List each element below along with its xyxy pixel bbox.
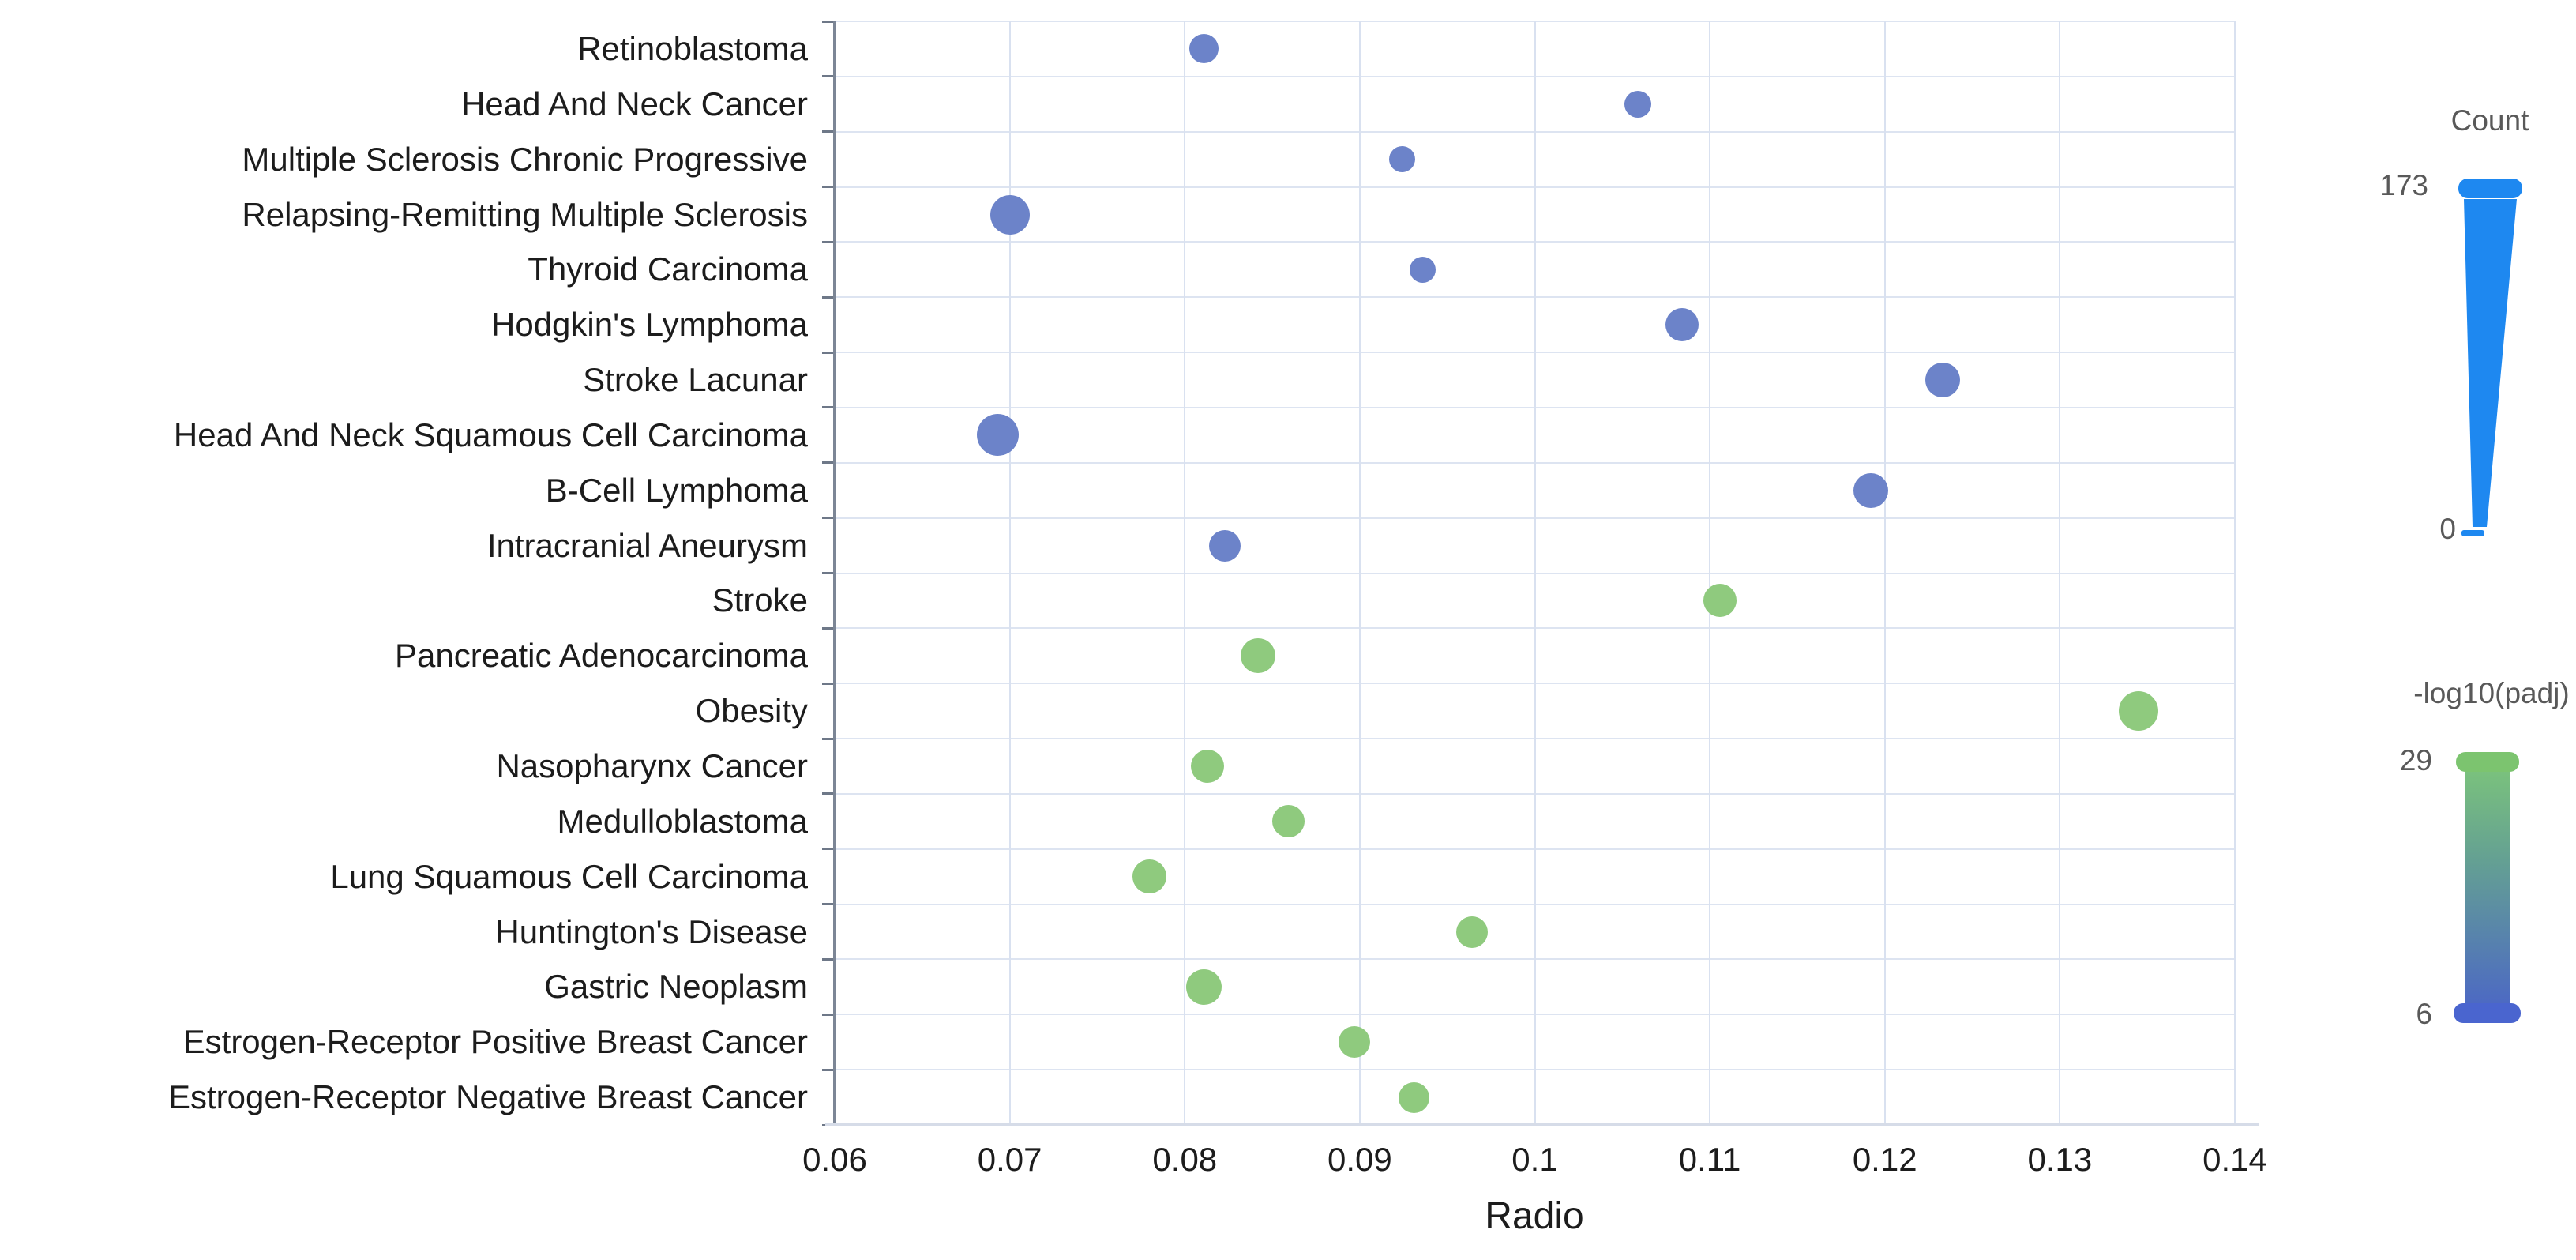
y-axis-tick	[822, 130, 833, 134]
vertical-gridline	[1184, 21, 1186, 1125]
plot-right-border	[2234, 21, 2236, 1125]
vertical-gridline	[1534, 21, 1536, 1125]
vertical-gridline	[1883, 21, 1886, 1125]
y-category-label: B-Cell Lymphoma	[545, 471, 808, 509]
y-category-label: Pancreatic Adenocarcinoma	[395, 637, 808, 675]
data-point	[1410, 256, 1436, 283]
y-axis-tick	[822, 75, 833, 78]
data-point	[1209, 529, 1241, 562]
padj-colorbar	[2465, 763, 2510, 1008]
data-point	[1388, 146, 1415, 173]
y-axis-tick	[822, 572, 833, 574]
y-axis-line	[833, 21, 836, 1125]
y-axis-tick	[822, 1068, 833, 1071]
y-category-label: Gastric Neoplasm	[544, 968, 808, 1006]
data-point	[1399, 1081, 1430, 1113]
x-tick-label: 0.14	[2202, 1141, 2267, 1178]
x-tick-label: 0.06	[802, 1141, 867, 1178]
y-category-label: Retinoblastoma	[577, 29, 808, 67]
x-tick-label: 0.07	[977, 1141, 1042, 1178]
x-tick-label: 0.1	[1511, 1141, 1558, 1178]
data-point	[1186, 969, 1222, 1005]
y-axis-tick	[822, 186, 833, 188]
data-point	[1241, 638, 1276, 674]
x-tick-label: 0.12	[1852, 1141, 1917, 1178]
y-category-label: Lung Squamous Cell Carcinoma	[330, 857, 808, 895]
y-axis-tick	[822, 903, 833, 906]
y-category-label: Stroke	[712, 581, 808, 619]
y-category-label: Estrogen-Receptor Negative Breast Cancer	[167, 1078, 808, 1116]
x-axis-line	[825, 1123, 2259, 1126]
y-axis-tick	[822, 682, 833, 685]
y-axis-tick	[822, 20, 833, 23]
y-category-label: Medulloblastoma	[557, 802, 808, 840]
y-axis-tick	[822, 517, 833, 520]
data-point	[1703, 584, 1737, 618]
x-tick-label: 0.11	[1678, 1141, 1741, 1178]
data-point	[1624, 90, 1652, 118]
y-category-label: Intracranial Aneurysm	[486, 526, 808, 564]
data-point	[1924, 363, 1960, 397]
y-axis-tick	[822, 406, 833, 409]
y-category-label: Nasopharynx Cancer	[496, 747, 808, 784]
data-point	[1455, 916, 1488, 948]
y-axis-tick	[822, 351, 833, 354]
y-axis-tick	[822, 295, 833, 299]
legend-padj-min-label: 6	[2416, 998, 2432, 1030]
vertical-gridline	[1709, 21, 1711, 1125]
x-tick-label: 0.08	[1152, 1141, 1218, 1178]
legend-count-max-label: 173	[2379, 169, 2428, 201]
x-tick-label: 0.09	[1327, 1141, 1392, 1178]
y-axis-tick	[822, 240, 833, 243]
y-axis-tick	[822, 626, 833, 630]
data-point	[1853, 472, 1888, 508]
data-point	[1191, 750, 1225, 783]
y-category-label: Multiple Sclerosis Chronic Progressive	[242, 140, 808, 178]
data-point	[1132, 859, 1167, 894]
padj-colorbar-bottom-cap	[2454, 1003, 2521, 1023]
x-tick-label: 0.13	[2027, 1141, 2093, 1178]
y-category-label: Stroke Lacunar	[583, 361, 808, 398]
data-point	[1339, 1026, 1371, 1059]
data-point	[1189, 34, 1219, 64]
y-axis-tick	[822, 461, 833, 465]
y-category-label: Estrogen-Receptor Positive Breast Cancer	[182, 1023, 808, 1061]
vertical-gridline	[1008, 21, 1011, 1125]
data-point	[1271, 805, 1305, 838]
y-axis-tick	[822, 792, 833, 795]
data-point	[2119, 691, 2159, 732]
x-axis-title: Radio	[1485, 1195, 1584, 1237]
data-point	[989, 194, 1030, 235]
data-point	[1665, 308, 1699, 342]
y-category-label: Hodgkin's Lymphoma	[491, 306, 808, 344]
y-axis-tick	[822, 957, 833, 961]
y-axis-tick	[822, 848, 833, 851]
y-category-label: Head And Neck Squamous Cell Carcinoma	[173, 416, 808, 453]
count-funnel-icon	[2458, 179, 2522, 536]
legend-count-min-label: 0	[2439, 513, 2456, 545]
y-axis-tick	[822, 1013, 833, 1016]
legend-padj-title: -log10(padj)	[2413, 677, 2570, 709]
y-axis-tick	[822, 737, 833, 740]
y-category-label: Huntington's Disease	[495, 912, 808, 950]
vertical-gridline	[1358, 21, 1361, 1125]
data-point	[976, 414, 1019, 457]
legend-count-title: Count	[2450, 104, 2529, 137]
padj-colorbar-top-cap	[2456, 752, 2519, 772]
y-category-label: Relapsing-Remitting Multiple Sclerosis	[242, 195, 808, 233]
vertical-gridline	[2059, 21, 2061, 1125]
legend-padj-max-label: 29	[2399, 744, 2432, 777]
y-category-label: Thyroid Carcinoma	[528, 250, 808, 288]
y-category-label: Head And Neck Cancer	[461, 85, 808, 122]
y-category-label: Obesity	[695, 692, 808, 730]
